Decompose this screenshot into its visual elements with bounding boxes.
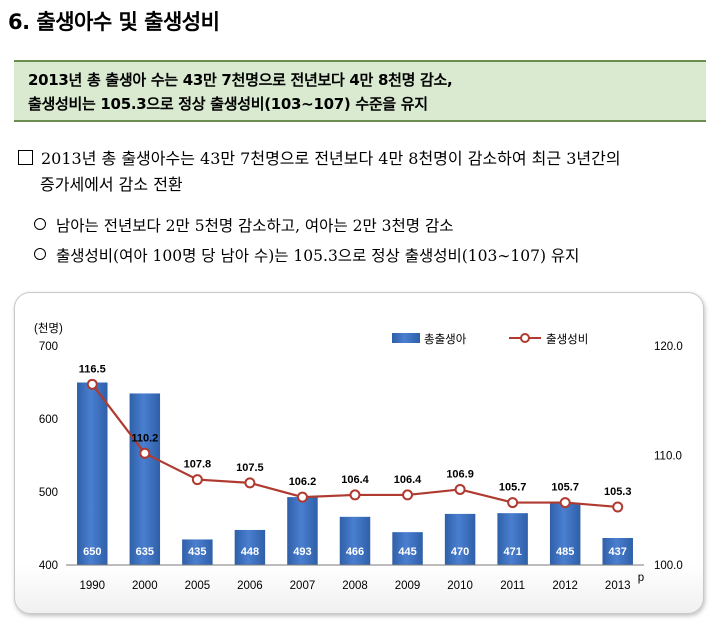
right-axis-tick: 100.0 (654, 560, 683, 572)
x-axis-tick: 2013 (605, 580, 631, 592)
bar-2008 (339, 516, 371, 565)
sub-bullet-1-text: 남아는 전년보다 2만 5천명 감소하고, 여아는 2만 3천명 감소 (56, 217, 454, 235)
main-bullet: 2013년 총 출생아수는 43만 7천명으로 전년보다 4만 8천명이 감소하… (18, 146, 708, 198)
sex-ratio-point (86, 378, 98, 390)
x-axis-tick: 2000 (132, 580, 158, 592)
x-axis-tick: 2005 (185, 580, 211, 592)
sub-bullet-1: 남아는 전년보다 2만 5천명 감소하고, 여아는 2만 3천명 감소 (34, 214, 454, 236)
sex-ratio-point (402, 489, 414, 501)
sex-ratio-label: 106.2 (289, 476, 317, 488)
right-axis-tick: 110.0 (654, 451, 682, 463)
sex-ratio-label: 105.7 (499, 482, 527, 494)
sex-ratio-label: 105.7 (551, 482, 579, 494)
bar-value-label: 485 (556, 546, 574, 558)
left-axis-unit-label: (천명) (34, 321, 63, 335)
bar-2007 (287, 497, 318, 565)
summary-box: 2013년 총 출생아 수는 43만 7천명으로 전년보다 4만 8천명 감소,… (14, 60, 706, 122)
circle-bullet-icon (34, 248, 46, 260)
section-title: 6. 출생아수 및 출생성비 (8, 10, 220, 34)
sex-ratio-label: 107.5 (236, 462, 264, 474)
bar-value-label: 635 (136, 546, 154, 558)
x-axis-tick: 2010 (447, 580, 473, 592)
sex-ratio-label: 106.9 (446, 468, 474, 480)
bar-2000 (129, 393, 161, 565)
sub-bullet-2-text: 출생성비(여아 100명 당 남아 수)는 105.3으로 정상 출생성비(10… (56, 247, 580, 265)
sex-ratio-label: 110.2 (131, 432, 158, 444)
legend-line-marker (520, 333, 530, 343)
sex-ratio-point (349, 489, 361, 501)
bar-1990 (77, 382, 108, 565)
bar-value-label: 466 (346, 546, 364, 558)
summary-line-1: 2013년 총 출생아 수는 43만 7천명으로 전년보다 4만 8천명 감소, (28, 71, 453, 89)
bar-2006 (234, 529, 266, 565)
left-axis-tick: 700 (39, 341, 58, 353)
sex-ratio-point (454, 483, 466, 495)
sex-ratio-point (191, 474, 203, 486)
bar-2011 (497, 513, 528, 565)
sex-ratio-label: 106.4 (341, 474, 369, 486)
square-bullet-icon (18, 150, 33, 165)
sex-ratio-point (296, 491, 308, 503)
sex-ratio-point (559, 497, 571, 509)
x-axis-tick: 2007 (290, 580, 316, 592)
sex-ratio-label: 116.5 (79, 363, 106, 375)
x-axis-tick: 2008 (342, 580, 368, 592)
bar-value-label: 493 (293, 546, 311, 558)
left-axis-tick: 400 (39, 560, 58, 572)
bar-value-label: 437 (609, 546, 627, 558)
bar-value-label: 448 (241, 546, 259, 558)
bar-value-label: 435 (188, 546, 206, 558)
main-bullet-line-1: 2013년 총 출생아수는 43만 7천명으로 전년보다 4만 8천명이 감소하… (41, 149, 621, 168)
sub-bullet-2: 출생성비(여아 100명 당 남아 수)는 105.3으로 정상 출생성비(10… (34, 244, 579, 266)
birth-chart: (천명) 400 500 600 700 100.0 110.0 120.0 650 635 435… (34, 321, 683, 592)
left-axis-tick: 500 (39, 487, 58, 499)
sex-ratio-label: 106.4 (394, 474, 422, 486)
sex-ratio-point (612, 501, 624, 513)
legend-bar-swatch (392, 333, 420, 343)
legend-line-label: 출생성비 (546, 333, 588, 346)
bar-value-label: 650 (83, 546, 101, 558)
x-axis-tick: 2011 (500, 580, 525, 592)
bar-2009 (392, 532, 423, 565)
sex-ratio-point (507, 497, 519, 509)
summary-line-2: 출생성비는 105.3으로 정상 출생성비(103∼107) 수준을 유지 (28, 95, 428, 113)
main-bullet-line-2: 증가세에서 감소 전환 (40, 175, 183, 194)
bar-value-label: 471 (503, 546, 521, 558)
sex-ratio-label: 105.3 (604, 486, 632, 498)
legend-bar-label: 총출생아 (424, 333, 467, 346)
provisional-note: p (638, 572, 644, 584)
x-axis-tick: 2012 (552, 580, 578, 592)
x-axis-tick: 2009 (395, 580, 421, 592)
bar-value-label: 470 (451, 546, 469, 558)
x-axis-tick: 1990 (79, 580, 105, 592)
circle-bullet-icon (34, 218, 46, 230)
sex-ratio-point (244, 477, 256, 489)
right-axis-tick: 120.0 (654, 341, 683, 353)
left-axis-tick: 600 (39, 414, 58, 426)
bar-2013 (602, 537, 633, 565)
sex-ratio-point (139, 447, 151, 459)
x-axis-tick: 2006 (237, 580, 263, 592)
bar-2010 (444, 513, 476, 565)
sex-ratio-label: 107.8 (184, 459, 212, 471)
bar-value-label: 445 (398, 546, 416, 558)
bar-2012 (549, 502, 581, 565)
bar-2005 (182, 539, 213, 565)
sex-ratio-line (91, 383, 618, 509)
